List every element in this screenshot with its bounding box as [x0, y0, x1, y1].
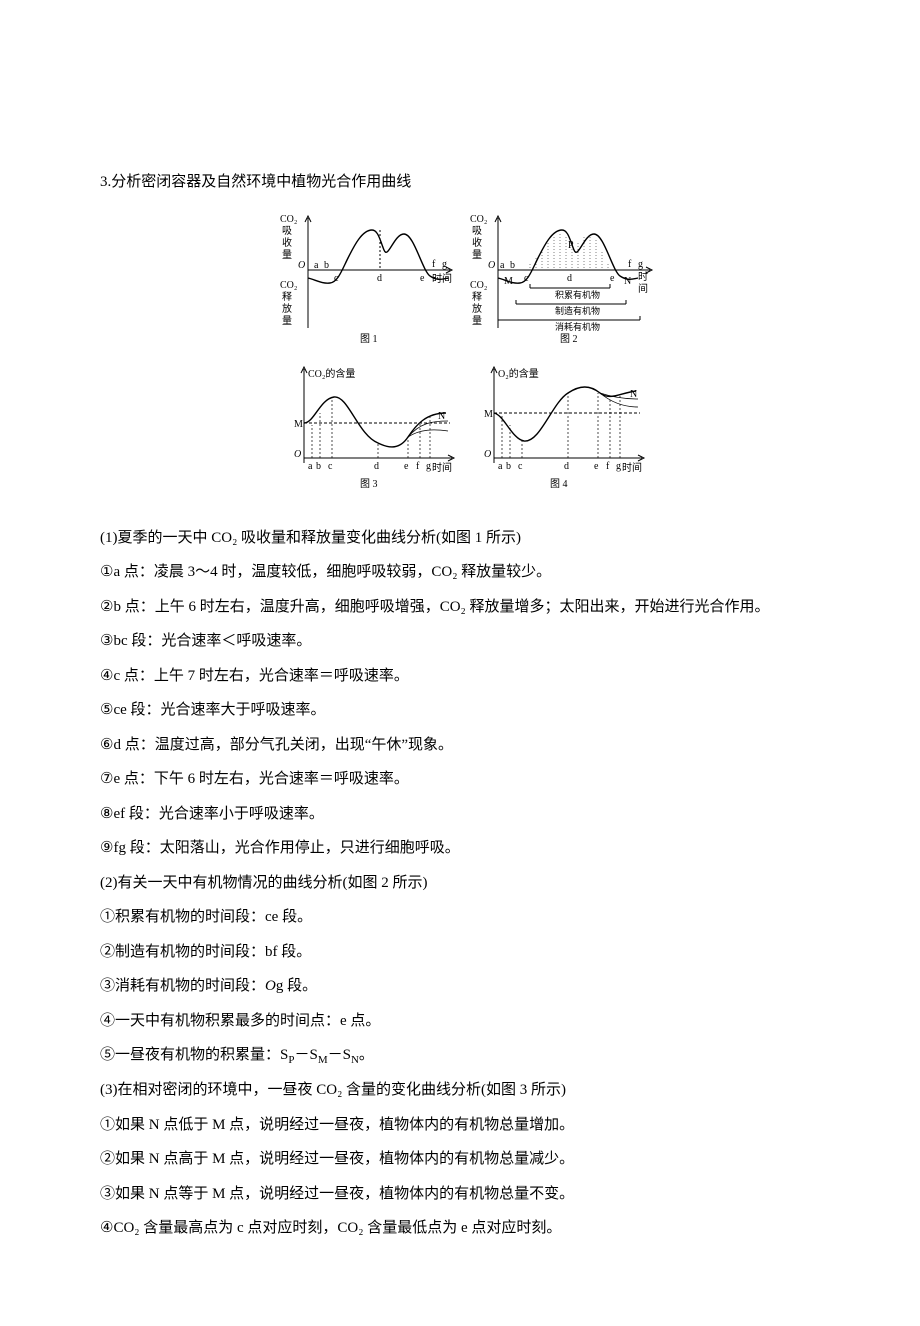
svg-text:时间: 时间 — [432, 272, 452, 285]
svg-text:d: d — [564, 461, 569, 472]
section1-item: ⑤ce 段：光合速率大于呼吸速率。 — [100, 693, 820, 728]
svg-text:M: M — [504, 276, 513, 287]
svg-text:d: d — [377, 273, 382, 284]
svg-text:图 1: 图 1 — [360, 333, 378, 345]
figures-block: CO₂ 吸 收 量 CO₂ 释 放 量 O — [100, 210, 820, 507]
section2-item: ①积累有机物的时间段：ce 段。 — [100, 900, 820, 935]
svg-text:f: f — [628, 259, 632, 270]
svg-text:f: f — [416, 461, 420, 472]
section1-item: ④c 点：上午 7 时左右，光合速率＝呼吸速率。 — [100, 659, 820, 694]
svg-text:图 2: 图 2 — [560, 333, 578, 345]
figure-3-4: CO₂的含量 O M N — [260, 363, 660, 493]
section2-item: ③消耗有机物的时间段：Og 段。 — [100, 969, 820, 1004]
svg-text:图 4: 图 4 — [550, 478, 568, 490]
svg-text:图 3: 图 3 — [360, 478, 378, 490]
svg-text:d: d — [374, 461, 379, 472]
svg-text:a: a — [498, 461, 503, 472]
svg-text:CO₂: CO₂ — [470, 280, 487, 291]
section2-item: ④一天中有机物积累最多的时间点：e 点。 — [100, 1004, 820, 1039]
section3-head: (3)在相对密闭的环境中，一昼夜 CO₂ 含量的变化曲线分析(如图 3 所示) — [100, 1073, 820, 1108]
svg-text:c: c — [518, 461, 523, 472]
svg-text:M: M — [484, 409, 493, 420]
svg-text:制造有机物: 制造有机物 — [555, 305, 600, 316]
svg-text:g: g — [616, 461, 621, 472]
svg-text:CO₂: CO₂ — [280, 280, 297, 291]
svg-text:积累有机物: 积累有机物 — [555, 289, 600, 300]
svg-text:e: e — [404, 461, 409, 472]
svg-text:放: 放 — [282, 302, 292, 315]
section1-head: (1)夏季的一天中 CO₂ 吸收量和释放量变化曲线分析(如图 1 所示) — [100, 521, 820, 556]
figure-1-2: CO₂ 吸 收 量 CO₂ 释 放 量 O — [260, 210, 660, 350]
section3-item: ③如果 N 点等于 M 点，说明经过一昼夜，植物体内的有机物总量不变。 — [100, 1177, 820, 1212]
svg-text:吸: 吸 — [282, 226, 292, 237]
svg-text:量: 量 — [472, 249, 482, 261]
section1-item: ⑧ef 段：光合速率小于呼吸速率。 — [100, 797, 820, 832]
section-title: 3.分析密闭容器及自然环境中植物光合作用曲线 — [100, 165, 820, 200]
svg-text:CO₂: CO₂ — [280, 214, 297, 225]
section1-item: ⑦e 点：下午 6 时左右，光合速率＝呼吸速率。 — [100, 762, 820, 797]
svg-text:M: M — [294, 419, 303, 430]
svg-text:放: 放 — [472, 302, 482, 315]
svg-text:N: N — [630, 389, 637, 400]
section1-item: ②b 点：上午 6 时左右，温度升高，细胞呼吸增强，CO₂ 释放量增多；太阳出来… — [100, 590, 820, 625]
section2-item: ②制造有机物的时间段：bf 段。 — [100, 935, 820, 970]
svg-text:时间: 时间 — [622, 461, 642, 474]
svg-text:a: a — [308, 461, 313, 472]
svg-text:e: e — [610, 273, 615, 284]
svg-text:CO₂的含量: CO₂的含量 — [308, 367, 355, 380]
section1-item: ⑥d 点：温度过高，部分气孔关闭，出现“午休”现象。 — [100, 728, 820, 763]
section1-item: ③bc 段：光合速率＜呼吸速率。 — [100, 624, 820, 659]
svg-text:c: c — [328, 461, 333, 472]
svg-text:c: c — [524, 273, 529, 284]
svg-text:b: b — [324, 260, 329, 271]
svg-text:a: a — [500, 260, 505, 271]
svg-text:O: O — [484, 449, 491, 460]
svg-text:f: f — [606, 461, 610, 472]
section3-item: ④CO₂ 含量最高点为 c 点对应时刻，CO₂ 含量最低点为 e 点对应时刻。 — [100, 1211, 820, 1246]
svg-text:O₂的含量: O₂的含量 — [498, 367, 539, 380]
section2-head: (2)有关一天中有机物情况的曲线分析(如图 2 所示) — [100, 866, 820, 901]
svg-text:消耗有机物: 消耗有机物 — [555, 321, 600, 332]
svg-text:量: 量 — [472, 315, 482, 327]
svg-text:O: O — [298, 260, 305, 271]
section1-item: ⑨fg 段：太阳落山，光合作用停止，只进行细胞呼吸。 — [100, 831, 820, 866]
svg-text:e: e — [594, 461, 599, 472]
svg-text:N: N — [624, 276, 631, 287]
svg-text:P: P — [568, 240, 574, 251]
svg-text:O: O — [488, 260, 495, 271]
section3-item: ②如果 N 点高于 M 点，说明经过一昼夜，植物体内的有机物总量减少。 — [100, 1142, 820, 1177]
svg-text:g: g — [442, 259, 447, 270]
svg-text:时间: 时间 — [432, 461, 452, 474]
svg-text:a: a — [314, 260, 319, 271]
svg-text:释: 释 — [282, 290, 292, 303]
svg-text:e: e — [420, 273, 425, 284]
svg-text:b: b — [510, 260, 515, 271]
svg-text:b: b — [506, 461, 511, 472]
svg-text:量: 量 — [282, 249, 292, 261]
svg-text:g: g — [426, 461, 431, 472]
svg-text:d: d — [567, 273, 572, 284]
svg-text:收: 收 — [472, 236, 482, 249]
svg-text:CO₂: CO₂ — [470, 214, 487, 225]
svg-text:量: 量 — [282, 315, 292, 327]
section3-item: ①如果 N 点低于 M 点，说明经过一昼夜，植物体内的有机物总量增加。 — [100, 1108, 820, 1143]
section1-item: ①a 点：凌晨 3～4 时，温度较低，细胞呼吸较弱，CO₂ 释放量较少。 — [100, 555, 820, 590]
svg-text:释: 释 — [472, 290, 482, 303]
section2-item: ⑤一昼夜有机物的积累量：SP－SM－SN。 — [100, 1038, 820, 1073]
svg-text:收: 收 — [282, 236, 292, 249]
svg-text:c: c — [334, 273, 339, 284]
svg-text:b: b — [316, 461, 321, 472]
svg-text:N: N — [438, 411, 445, 422]
svg-text:吸: 吸 — [472, 226, 482, 237]
svg-text:f: f — [432, 259, 436, 270]
svg-text:O: O — [294, 449, 301, 460]
svg-text:g: g — [638, 259, 643, 270]
document-page: 3.分析密闭容器及自然环境中植物光合作用曲线 CO₂ 吸 收 量 CO₂ 释 放… — [0, 0, 920, 1326]
svg-text:时: 时 — [638, 271, 648, 283]
svg-text:间: 间 — [638, 282, 648, 295]
